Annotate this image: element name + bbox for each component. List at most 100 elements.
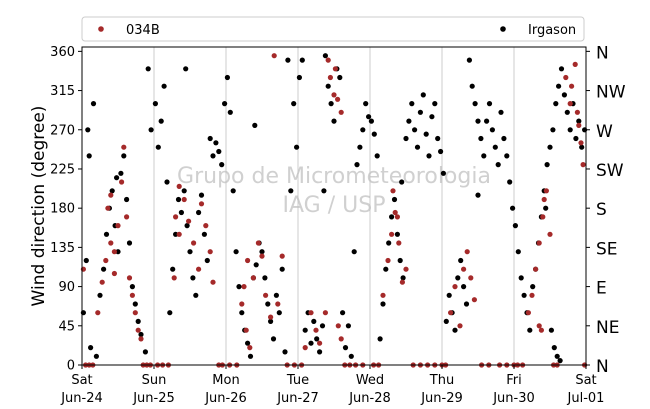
point-irgason bbox=[236, 284, 242, 290]
point-034b bbox=[196, 266, 202, 272]
point-irgason bbox=[360, 127, 366, 133]
point-irgason bbox=[132, 301, 138, 307]
point-irgason bbox=[135, 318, 141, 324]
point-irgason bbox=[193, 292, 199, 298]
point-034b bbox=[210, 279, 216, 285]
y-tick-label: 180 bbox=[50, 202, 75, 217]
x-tick-day: Sat bbox=[575, 373, 596, 388]
point-034b bbox=[105, 205, 111, 211]
point-irgason bbox=[521, 292, 527, 298]
point-irgason bbox=[86, 153, 92, 159]
point-irgason bbox=[345, 323, 351, 329]
point-034b bbox=[95, 310, 101, 316]
point-irgason bbox=[423, 131, 429, 137]
x-axis: Sat Jun-24 Sun Jun-25 Mon Jun-26 Tue Jun-27 Wed J… bbox=[60, 365, 604, 406]
point-034b bbox=[308, 310, 314, 316]
point-irgason bbox=[114, 175, 120, 181]
point-irgason bbox=[227, 109, 233, 115]
point-irgason bbox=[475, 118, 481, 124]
point-irgason bbox=[170, 266, 176, 272]
point-034b bbox=[576, 122, 582, 128]
y-tick-label: 225 bbox=[50, 162, 75, 177]
point-irgason bbox=[380, 301, 386, 307]
point-irgason bbox=[152, 101, 158, 107]
point-irgason bbox=[481, 153, 487, 159]
compass-tick-label: SW bbox=[596, 161, 624, 181]
y-tick-label: 45 bbox=[58, 319, 75, 334]
point-irgason bbox=[317, 349, 323, 355]
point-irgason bbox=[507, 179, 513, 185]
point-034b bbox=[572, 61, 578, 67]
point-034b bbox=[111, 270, 117, 277]
point-irgason bbox=[348, 353, 354, 359]
point-irgason bbox=[101, 266, 107, 272]
y-tick-label: 360 bbox=[50, 45, 75, 60]
point-irgason bbox=[325, 83, 331, 89]
point-irgason bbox=[557, 358, 563, 364]
point-irgason bbox=[239, 310, 245, 316]
point-irgason bbox=[438, 148, 444, 155]
point-irgason bbox=[440, 170, 446, 176]
point-irgason bbox=[368, 118, 374, 124]
point-irgason bbox=[276, 310, 282, 316]
point-irgason bbox=[455, 275, 461, 281]
y-tick-label: 270 bbox=[50, 123, 75, 138]
point-irgason bbox=[551, 345, 557, 351]
point-irgason bbox=[196, 209, 202, 216]
point-034b bbox=[335, 96, 341, 102]
point-irgason bbox=[268, 318, 274, 324]
point-034b bbox=[464, 249, 470, 255]
point-034b bbox=[569, 83, 575, 89]
point-irgason bbox=[328, 101, 334, 107]
point-irgason bbox=[83, 257, 89, 264]
point-034b bbox=[529, 292, 535, 298]
point-irgason bbox=[187, 249, 193, 255]
x-tick-day: Mon bbox=[212, 373, 239, 388]
point-irgason bbox=[354, 162, 360, 168]
y-tick-label: 90 bbox=[58, 280, 75, 295]
point-irgason bbox=[247, 353, 254, 359]
point-034b bbox=[181, 196, 187, 203]
point-034b bbox=[138, 336, 144, 342]
point-irgason bbox=[142, 349, 148, 355]
point-034b bbox=[243, 327, 249, 333]
point-034b bbox=[119, 179, 125, 185]
point-irgason bbox=[173, 231, 179, 237]
point-irgason bbox=[322, 53, 328, 59]
watermark: Grupo de Micrometeorologia IAG / USP bbox=[177, 164, 491, 218]
point-irgason bbox=[504, 153, 510, 159]
point-034b bbox=[203, 223, 209, 229]
grid-lines bbox=[153, 47, 515, 365]
point-irgason bbox=[340, 310, 346, 316]
point-irgason bbox=[319, 323, 326, 329]
x-tick-date: Jun-27 bbox=[276, 391, 319, 406]
point-irgason bbox=[414, 144, 421, 150]
point-034b bbox=[338, 109, 344, 115]
point-034b bbox=[468, 275, 474, 281]
x-tick-date: Jun-29 bbox=[420, 391, 463, 406]
point-034b bbox=[176, 183, 182, 189]
compass-tick-label: N bbox=[596, 43, 609, 63]
point-irgason bbox=[145, 66, 151, 72]
point-irgason bbox=[389, 214, 395, 220]
legend: 034B Irgason bbox=[81, 16, 585, 42]
point-034b bbox=[124, 214, 130, 220]
x-tick-day: Tue bbox=[286, 373, 309, 388]
point-irgason bbox=[556, 83, 562, 89]
point-irgason bbox=[518, 275, 524, 281]
point-irgason bbox=[213, 140, 219, 146]
point-irgason bbox=[515, 249, 521, 255]
point-irgason bbox=[576, 118, 582, 124]
point-irgason bbox=[311, 318, 317, 324]
point-034b bbox=[457, 323, 463, 329]
point-irgason bbox=[97, 292, 103, 298]
y-tick-label: 0 bbox=[67, 359, 75, 374]
point-034b bbox=[186, 218, 192, 224]
point-irgason bbox=[181, 188, 187, 194]
point-034b bbox=[547, 231, 553, 237]
point-irgason bbox=[363, 101, 369, 107]
point-irgason bbox=[495, 162, 501, 168]
point-034b bbox=[111, 249, 117, 255]
point-irgason bbox=[484, 118, 490, 124]
point-irgason bbox=[285, 57, 291, 63]
